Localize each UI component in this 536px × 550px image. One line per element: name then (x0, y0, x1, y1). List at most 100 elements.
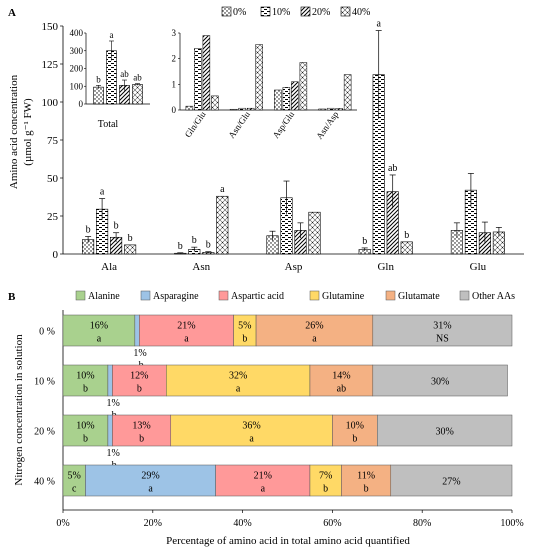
segment-label-b-1-2: 12% (130, 371, 148, 382)
y-tick-label-a-0: 0 (53, 249, 59, 261)
inset2-bar-2-0 (274, 89, 282, 111)
legend-b-swatch-0 (75, 290, 86, 301)
legend-a-label-0: 0% (233, 7, 246, 18)
legend-a: 0% 10% 20% 40% (221, 6, 370, 18)
x-tick-label-b-2: 40% (233, 518, 251, 529)
inset1-sig-letter-0: b (96, 74, 101, 84)
y-tick-label-a-5: 125 (42, 59, 59, 71)
sig-letter-a-Asn-2: b (206, 240, 211, 251)
inset1-bar-0 (93, 86, 104, 105)
legend-b-label-5: Other AAs (472, 291, 515, 302)
legend-b-swatch-5 (459, 290, 470, 301)
y-tick-label-a-6: 150 (42, 21, 59, 33)
bar-a-Asp-3 (308, 211, 321, 255)
bar-a-Gln-3 (400, 241, 413, 255)
inset2-x-tick-label-3: Asn/Asp (314, 109, 341, 141)
segment-letter-b-0-3: b (242, 334, 247, 345)
segment-letter-b-1-4: ab (337, 384, 346, 395)
sig-letter-a-Ala-0: b (86, 225, 91, 236)
inset1-sig-letter-2: ab (120, 69, 129, 79)
legend-a-swatch-2 (300, 6, 311, 17)
legend-a-swatch-0 (221, 6, 232, 17)
y-tick-label-b-1: 10 % (34, 377, 55, 388)
segment-b-3-4 (341, 464, 392, 497)
panel-b-xlabel: Percentage of amino acid in total amino … (166, 535, 410, 547)
inset2-bar-0-2 (202, 35, 211, 111)
legend-a-swatch-1 (260, 6, 271, 17)
legend-a-label-1: 10% (272, 7, 290, 18)
x-tick-label-b-0: 0% (56, 518, 69, 529)
legend-b-swatch-3 (309, 290, 320, 301)
segment-b-1-5 (372, 364, 508, 397)
segment-b-0-0 (62, 314, 136, 347)
segment-b-1-2 (112, 364, 167, 397)
panel-a-ylabel-2: (µmol g⁻¹ FW) (22, 98, 34, 166)
segment-letter-b-0-2: a (184, 334, 189, 345)
segment-letter-b-3-2: a (261, 484, 266, 495)
inset1-bar-3 (132, 84, 143, 105)
segment-label-b-2-1: 1% (106, 448, 119, 459)
sig-letter-a-Ala-2: b (114, 221, 119, 232)
sig-letter-a-Asn-1: b (192, 235, 197, 246)
axis-b: 0% 20% 40% 60% 80% 100% 0 % 10 % 20 % 40 % (34, 310, 524, 529)
segment-label-b-3-4: 11% (357, 471, 375, 482)
bars-b: 16% a 1% b 21% a 5% b 26% a 31% NS 10% b 1% b 12% b 32% a 14… (62, 314, 513, 497)
x-tick-label-b-1: 20% (144, 518, 162, 529)
segment-b-2-5 (377, 414, 513, 447)
inset2-x-tick-label-2: Asp/Glu (271, 109, 297, 140)
segment-b-0-1 (134, 314, 140, 347)
y-tick-label-a-1: 25 (47, 211, 59, 223)
inset1-x-tick-label-0: Total (98, 119, 119, 130)
segment-b-3-2 (215, 464, 311, 497)
legend-a-swatch-3 (340, 6, 351, 17)
segment-b-3-5 (390, 464, 513, 497)
segment-label-b-1-1: 1% (106, 398, 119, 409)
legend-b-label-1: Asparagine (153, 291, 199, 302)
segment-letter-b-2-3: a (249, 434, 254, 445)
segment-b-3-1 (85, 464, 216, 497)
x-tick-label-b-3: 60% (323, 518, 341, 529)
y-tick-label-a-4: 100 (42, 97, 59, 109)
x-tick-label-b-5: 100% (500, 518, 523, 529)
inset2-y-tick-label-0: 0 (172, 105, 177, 115)
inset1-y-tick-label-4: 400 (70, 28, 84, 38)
segment-letter-b-2-4: b (352, 434, 357, 445)
y-tick-label-b-3: 40 % (34, 477, 55, 488)
segment-letter-b-1-0: b (83, 384, 88, 395)
sig-letter-a-Gln-1: a (376, 19, 381, 30)
segment-letter-b-3-4: b (364, 484, 369, 495)
segment-label-b-3-3: 7% (319, 471, 332, 482)
y-tick-label-b-2: 20 % (34, 427, 55, 438)
inset2-bar-2-2 (291, 81, 299, 111)
segment-letter-b-0-4: a (312, 334, 317, 345)
bar-a-Asn-3 (216, 195, 229, 255)
x-tick-label-b-4: 80% (413, 518, 431, 529)
segment-b-3-3 (309, 464, 342, 497)
segment-label-b-0-3: 5% (238, 321, 251, 332)
legend-b-swatch-4 (385, 290, 396, 301)
segment-label-b-2-5: 30% (435, 427, 453, 438)
y-tick-label-a-2: 50 (47, 173, 59, 185)
segment-label-b-1-5: 30% (431, 377, 449, 388)
segment-letter-b-3-0: c (72, 484, 77, 495)
segment-label-b-1-3: 32% (229, 371, 247, 382)
segment-label-b-3-1: 29% (141, 471, 159, 482)
inset2-bar-3-2 (335, 108, 343, 111)
segment-b-0-4 (255, 314, 374, 347)
sig-letter-a-Gln-3: b (404, 230, 409, 241)
x-tick-label-a-3: Gln (377, 261, 394, 273)
segment-label-b-3-0: 5% (68, 471, 81, 482)
inset2-bar-1-0 (229, 108, 238, 111)
segment-letter-b-2-0: b (83, 434, 88, 445)
segment-letter-b-0-0: a (97, 334, 102, 345)
legend-b-label-0: Alanine (88, 291, 120, 302)
sig-letter-a-Asn-3: a (220, 184, 225, 195)
segment-b-2-0 (62, 414, 109, 447)
segment-b-1-4 (309, 364, 374, 397)
x-tick-label-a-1: Asn (192, 261, 210, 273)
segment-b-2-1 (107, 414, 113, 447)
inset2-bar-1-3 (255, 44, 263, 111)
